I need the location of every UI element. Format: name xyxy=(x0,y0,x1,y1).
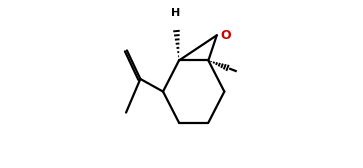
Text: H: H xyxy=(171,8,180,18)
Text: O: O xyxy=(220,29,231,42)
